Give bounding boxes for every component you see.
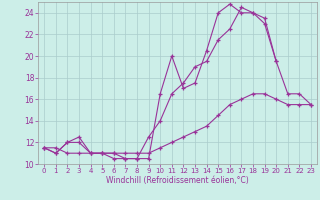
X-axis label: Windchill (Refroidissement éolien,°C): Windchill (Refroidissement éolien,°C)	[106, 176, 249, 185]
